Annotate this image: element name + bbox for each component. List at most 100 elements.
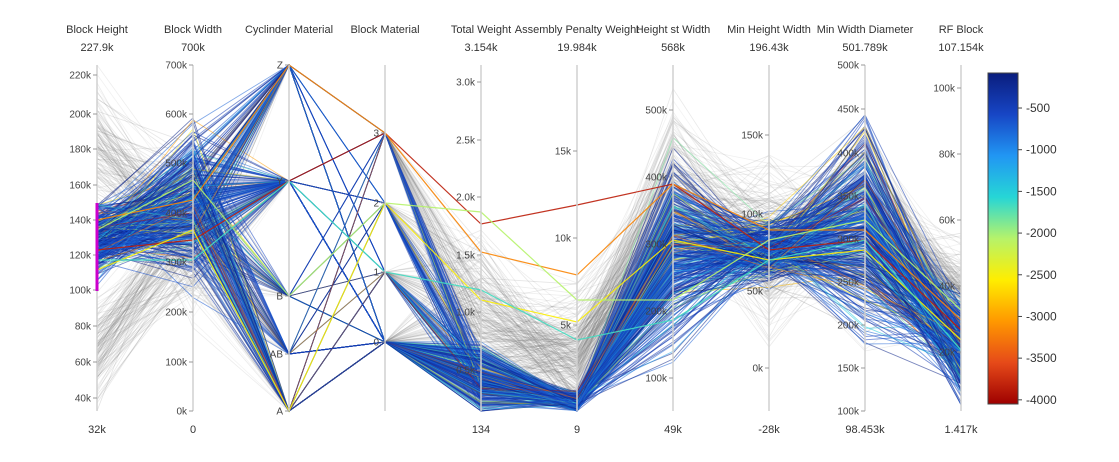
- selected-line: [96, 201, 962, 412]
- selected-line: [96, 179, 962, 412]
- selected-line: [96, 64, 962, 408]
- tick-label: 100k: [165, 358, 188, 369]
- tick-label: Z: [277, 61, 283, 72]
- tick-label: 450k: [837, 105, 860, 116]
- axis-title: RF Block: [939, 24, 984, 36]
- axis-bottom-label: 9: [574, 424, 580, 436]
- selected-line: [96, 180, 962, 405]
- colorbar: -500 -1000 -1500 -2000 -2500 -3000 -3500 -4000: [987, 72, 1057, 407]
- axis-10: RF Block 107.154k 1.417k 100k 80k 60k 40k 20k: [933, 24, 984, 436]
- tick-label: 150k: [837, 364, 860, 375]
- polylines-group: [96, 63, 962, 413]
- tick-label: 250k: [837, 278, 860, 289]
- axis-6: Assembly Penalty Weight 19.984k 9 15k 10k 5k: [515, 24, 640, 436]
- tick-label: 500k: [837, 61, 860, 72]
- tick-label: 40k: [939, 282, 956, 293]
- highlight-line: [96, 179, 962, 311]
- tick-label: 200k: [837, 321, 860, 332]
- constraint-range-bar: [95, 203, 99, 291]
- axis-4: Block Material 3 2 1 0: [350, 24, 420, 411]
- colorbar-scale: [987, 72, 1019, 405]
- selected-line: [96, 174, 962, 407]
- selected-line: [96, 198, 962, 412]
- tick-label: A: [276, 407, 283, 418]
- tick-label: 300k: [645, 240, 668, 251]
- colorbar-tick-label: -3000: [1026, 309, 1057, 323]
- selected-line: [96, 63, 962, 394]
- highlight-line: [96, 132, 962, 331]
- axis-3: Cyclinder Material Z Y B AB A: [245, 24, 333, 418]
- axis-top-label: 19.984k: [557, 42, 597, 54]
- tick-label: 300k: [837, 235, 860, 246]
- tick-label: AB: [270, 350, 284, 361]
- axis-bottom-label: 98.453k: [845, 424, 885, 436]
- tick-label: 2.5k: [456, 136, 476, 147]
- axis-top-label: 227.9k: [80, 42, 114, 54]
- tick-label: 80k: [75, 322, 92, 333]
- tick-label: 160k: [69, 181, 92, 192]
- axis-title: Assembly Penalty Weight: [515, 24, 640, 36]
- tick-label: 300k: [165, 258, 188, 269]
- tick-label: 400k: [645, 173, 668, 184]
- tick-label: 100k: [645, 374, 668, 385]
- axis-title: Block Height: [66, 24, 128, 36]
- axis-bottom-label: 0: [190, 424, 196, 436]
- colorbar-tick-label: -4000: [1026, 393, 1057, 407]
- tick-label: 1.0k: [456, 308, 476, 319]
- axis-title: Total Weight: [451, 24, 511, 36]
- axis-bottom-label: -28k: [758, 424, 780, 436]
- tick-label: 10k: [555, 234, 572, 245]
- tick-label: 0.5k: [456, 366, 476, 377]
- axis-bottom-label: 1.417k: [944, 424, 978, 436]
- axis-top-label: 196.43k: [749, 42, 789, 54]
- tick-label: 1.5k: [456, 251, 476, 262]
- selected-line: [96, 180, 962, 405]
- tick-label: 500k: [165, 159, 188, 170]
- selected-line: [96, 180, 962, 407]
- tick-label: 0k: [176, 407, 188, 418]
- selected-line: [96, 148, 962, 400]
- tick-label: 120k: [69, 251, 92, 262]
- tick-label: 500k: [645, 106, 668, 117]
- tick-label: 5k: [560, 321, 572, 332]
- axis-top-label: 3.154k: [464, 42, 498, 54]
- tick-label: B: [276, 292, 283, 303]
- highlight-line: [96, 201, 962, 413]
- tick-label: 600k: [165, 110, 188, 121]
- colorbar-tick-label: -500: [1026, 101, 1050, 115]
- colorbar-tick-label: -1500: [1026, 184, 1057, 198]
- axis-bottom-label: 49k: [664, 424, 682, 436]
- axis-title: Min Height Width: [727, 24, 811, 36]
- axis-1: Block Height 227.9k 32k 220k 200k 180k 160k 140…: [66, 24, 128, 436]
- tick-label: 200k: [645, 307, 668, 318]
- axis-title: Height st Width: [636, 24, 711, 36]
- tick-label: 220k: [69, 71, 92, 82]
- tick-label: 100k: [741, 210, 764, 221]
- tick-label: 3: [373, 129, 379, 140]
- tick-label: 700k: [165, 61, 188, 72]
- tick-label: 200k: [69, 110, 92, 121]
- selected-line: [96, 152, 962, 412]
- axis-bottom-label: 134: [472, 424, 490, 436]
- tick-label: 100k: [933, 84, 956, 95]
- selected-line: [96, 63, 962, 407]
- tick-label: 60k: [75, 358, 92, 369]
- unselected-line: [96, 162, 962, 355]
- tick-label: 0k: [752, 364, 764, 375]
- axis-bottom-label: 32k: [88, 424, 106, 436]
- tick-label: 20k: [939, 348, 956, 359]
- selected-line: [96, 180, 962, 406]
- axis-title: Block Width: [164, 24, 222, 36]
- tick-label: 2: [373, 199, 379, 210]
- selected-line: [96, 209, 962, 412]
- axis-7: Height st Width 568k 49k 500k 400k 300k 200k 10…: [636, 24, 711, 436]
- colorbar-tick-label: -3500: [1026, 351, 1057, 365]
- tick-label: 60k: [939, 216, 956, 227]
- tick-label: 180k: [69, 145, 92, 156]
- selected-line: [96, 200, 962, 407]
- selected-line: [96, 64, 962, 412]
- tick-label: 40k: [75, 394, 92, 405]
- axis-top-label: 501.789k: [842, 42, 888, 54]
- tick-label: 200k: [165, 308, 188, 319]
